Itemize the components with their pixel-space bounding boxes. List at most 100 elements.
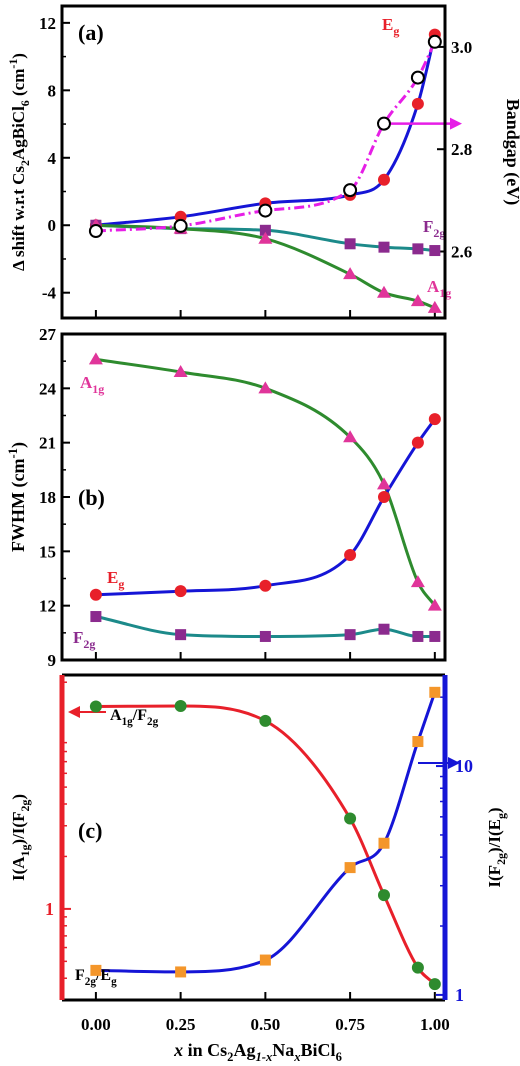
panel-c-point-0	[411, 961, 424, 974]
panel-b-point-2	[429, 630, 441, 642]
panel-b-label-a1g: A1g	[80, 373, 104, 396]
panel-a-y2tick-label: 2.8	[451, 140, 472, 159]
panel-b-point-0	[173, 365, 188, 378]
panel-b-label-eg: Eg	[107, 568, 124, 591]
x-axis-label: x in Cs2Ag1-xNaxBiCl6	[173, 1040, 342, 1064]
panel-c-left-arrow-head	[68, 706, 80, 718]
panel-a-point-0	[411, 97, 424, 110]
panel-c-series-line-1	[95, 691, 437, 974]
panel-c-point-1	[412, 736, 424, 748]
panel-a-point-3	[343, 183, 358, 198]
panel-c-point-0	[377, 889, 390, 902]
x-tick-label: 0.75	[335, 1015, 365, 1034]
panel-a-point-1	[412, 243, 424, 255]
panel-b-point-1	[411, 436, 424, 449]
panel-b-point-2	[412, 630, 424, 642]
panel-b-point-1	[259, 579, 272, 592]
panel-a-point-1	[344, 238, 356, 250]
panel-a-point-1	[429, 245, 441, 257]
panel-b-ytick-label: 18	[39, 488, 56, 507]
panel-a-point-2	[427, 300, 442, 313]
panel-b-point-0	[88, 352, 103, 365]
panel-b-ytick-label: 9	[48, 651, 57, 670]
panel-a-ylabel: Δ shift w.r.t Cs2AgBiCl6 (cm-1)	[6, 53, 32, 271]
panel-b-series-line-1	[95, 418, 437, 597]
panel-b-ytick-label: 12	[39, 597, 56, 616]
x-tick-label: 0.00	[81, 1015, 111, 1034]
panel-b-point-0	[258, 381, 273, 394]
panel-c-point-0	[174, 700, 187, 713]
panel-b-point-1	[174, 585, 187, 598]
panel-b-ytick-label: 21	[39, 434, 56, 453]
panel-c-right-arrow-head	[448, 757, 460, 769]
panel-a-point-3	[376, 116, 391, 131]
panel-a-point-2	[376, 285, 391, 298]
panel-b-ytick-label: 15	[39, 542, 56, 561]
panel-c-point-1	[344, 862, 356, 874]
panel-a-point-3	[88, 224, 103, 239]
panel-b-point-0	[343, 430, 358, 443]
panel-a-point-3	[410, 70, 425, 85]
panel-a-axis-arrow-head	[450, 117, 462, 130]
panel-a-y2tick-label: 2.6	[451, 243, 472, 262]
panel-b-point-0	[427, 598, 442, 611]
panel-c-point-1	[259, 954, 271, 966]
panel-c-label: (c)	[78, 818, 102, 843]
panel-a: -4 0 4 8 12 2.6 2.8 3.0 Eg F2g A1g (a) Δ shift w.r.t…	[6, 4, 520, 320]
panel-b-point-2	[344, 629, 356, 641]
panel-c-point-0	[344, 812, 357, 825]
panel-b-ytick-label: 27	[39, 325, 57, 344]
panel-c-point-1	[90, 964, 102, 976]
panel-a-point-3	[258, 203, 273, 218]
panel-b-frame	[60, 332, 447, 662]
panel-a-point-1	[378, 241, 390, 253]
panel-c-ylabel: I(A1g)/I(F2g)	[9, 794, 32, 881]
panel-b-point-1	[344, 548, 357, 561]
panel-a-ytick-label: 8	[48, 81, 57, 100]
panel-b-ylabel: FWHM (cm-1)	[6, 442, 29, 552]
panel-a-y2tick-label: 3.0	[451, 38, 472, 57]
panel-c-ytick-label: 1	[45, 899, 54, 919]
panel-a-label-f2g: F2g	[423, 217, 445, 240]
panel-c-point-0	[89, 700, 102, 713]
panel-a-point-2	[410, 294, 425, 307]
panel-a-ytick-label: 12	[39, 14, 56, 33]
x-tick-label: 0.50	[250, 1015, 280, 1034]
panel-c-y2label: I(F2g)/I(Eg)	[485, 807, 508, 887]
panel-c-y2tick-label: 1	[455, 985, 464, 1005]
panel-b-point-2	[378, 623, 390, 635]
panel-b-point-2	[259, 630, 271, 642]
panel-a-frame	[60, 4, 447, 320]
panel-a-ytick-label: -4	[42, 284, 57, 303]
panel-c-point-0	[428, 978, 441, 991]
panel-a-point-3	[173, 218, 188, 233]
panel-b-point-0	[410, 575, 425, 588]
panel-b-point-1	[377, 491, 390, 503]
panel-c-point-0	[259, 714, 272, 727]
panel-a-point-2	[258, 231, 273, 244]
panel-c-label-a1g-f2g: A1g/F2g	[110, 707, 159, 728]
panel-b-point-0	[376, 477, 391, 490]
panel-c-point-1	[429, 686, 441, 698]
panel-b-point-1	[428, 413, 441, 426]
panel-a-point-3	[427, 34, 442, 49]
x-tick-label: 1.00	[420, 1015, 450, 1034]
panel-b-point-1	[89, 588, 102, 601]
panel-a-ytick-label: 4	[48, 149, 57, 168]
panel-a-point-1	[259, 224, 271, 236]
panel-a-label-eg: Eg	[382, 15, 399, 38]
panel-b-point-2	[90, 611, 102, 623]
panel-c-y2tick-label: 10	[455, 756, 473, 776]
panel-a-label: (a)	[78, 20, 104, 45]
panel-b-label-f2g: F2g	[73, 628, 95, 651]
panel-a-point-2	[343, 267, 358, 280]
panel-c-point-1	[175, 966, 187, 978]
panel-b-point-2	[175, 629, 187, 641]
panel-a-point-0	[377, 173, 390, 186]
panel-a-label-a1g: A1g	[427, 277, 451, 300]
panel-b-label: (b)	[78, 485, 105, 510]
panel-a-ytick-label: 0	[48, 216, 57, 235]
panel-c-point-1	[378, 837, 390, 849]
